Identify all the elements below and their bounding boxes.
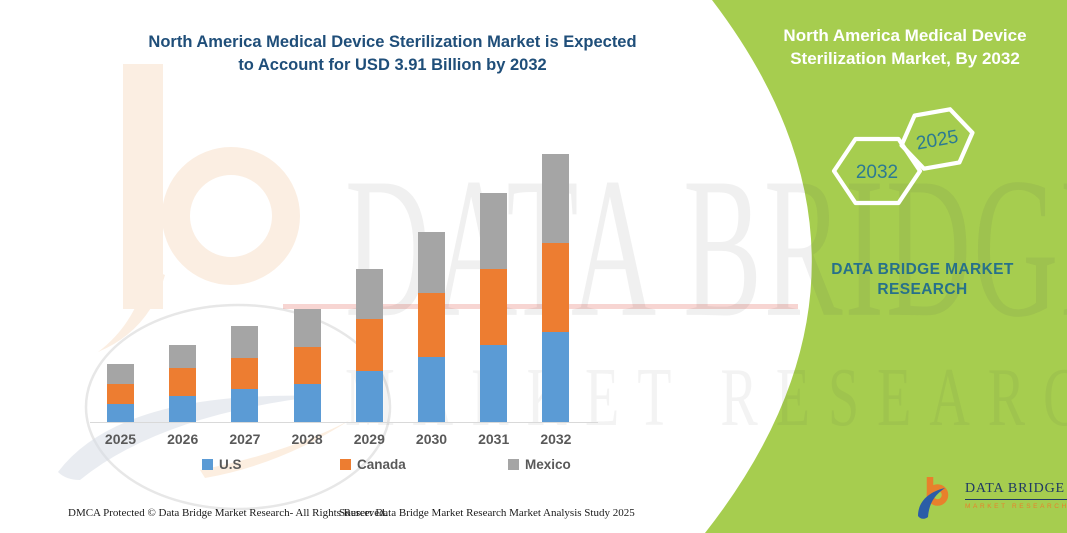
hexagon-2032-icon: 2032 — [831, 136, 923, 206]
panel-brand-line2: RESEARCH — [877, 281, 968, 298]
bar-segment-canada-2032 — [542, 243, 570, 333]
bar-segment-mexico-2027 — [231, 326, 259, 359]
bar-segment-us-2028 — [293, 384, 321, 422]
chart-title: North America Medical Device Sterilizati… — [85, 31, 700, 77]
bar-segment-us-2027 — [231, 389, 259, 422]
hexagon-back-year: 2032 — [856, 162, 898, 183]
legend-swatch-icon — [202, 459, 213, 470]
legend-swatch-icon — [508, 459, 519, 470]
x-axis-label-2031: 2031 — [478, 431, 510, 447]
green-panel-shape — [705, 0, 1067, 533]
legend-label: Canada — [357, 457, 406, 472]
hexagon-front-year: 2025 — [915, 126, 960, 154]
plot-area — [107, 154, 570, 422]
bar-segment-canada-2031 — [480, 268, 508, 346]
x-axis-label-2028: 2028 — [291, 431, 323, 447]
bar-segment-us-2031 — [480, 345, 508, 422]
data-bridge-logo-icon — [918, 477, 949, 519]
dmca-notice: DMCA Protected © Data Bridge Market Rese… — [68, 507, 388, 519]
source-note: Source: Data Bridge Market Research Mark… — [339, 507, 635, 519]
x-axis-line — [90, 422, 598, 423]
bar-segment-us-2025 — [107, 404, 134, 422]
bar-segment-us-2026 — [169, 395, 197, 422]
bar-segment-mexico-2032 — [542, 154, 570, 244]
x-axis-label-2030: 2030 — [415, 431, 448, 447]
legend-swatch-icon — [340, 459, 351, 470]
bar-segment-us-2032 — [542, 332, 570, 422]
legend-item-us: U.S — [202, 457, 242, 472]
chart-title-line1: North America Medical Device Sterilizati… — [148, 33, 637, 51]
bar-segment-canada-2026 — [169, 367, 197, 396]
watermark-underline — [283, 304, 798, 309]
bar-segment-mexico-2030 — [418, 231, 445, 294]
bar-segment-canada-2028 — [293, 346, 321, 385]
legend-item-mexico: Mexico — [508, 457, 571, 472]
bar-segment-canada-2025 — [107, 384, 134, 405]
bar-segment-canada-2027 — [231, 358, 259, 390]
logo-tagline: MARKET RESEARCH — [965, 503, 1067, 510]
bar-segment-us-2029 — [355, 371, 383, 422]
chart-title-line2: to Account for USD 3.91 Billion by 2032 — [238, 56, 547, 74]
legend-label: Mexico — [525, 457, 571, 472]
bar-segment-mexico-2025 — [107, 364, 134, 385]
bar-segment-mexico-2029 — [355, 268, 383, 320]
panel-brand-name: DATA BRIDGE MARKET RESEARCH — [790, 260, 1055, 300]
bar-segment-mexico-2031 — [480, 192, 508, 269]
x-axis-label-2032: 2032 — [540, 431, 572, 447]
x-axis-label-2025: 2025 — [104, 431, 137, 447]
bar-segment-canada-2030 — [418, 293, 445, 357]
panel-brand-line1: DATA BRIDGE MARKET — [831, 261, 1014, 278]
x-axis-label-2029: 2029 — [353, 431, 385, 447]
legend-label: U.S — [219, 457, 242, 472]
company-logo: DATA BRIDGE MARKET RESEARCH — [916, 474, 1067, 526]
bar-segment-mexico-2028 — [293, 308, 321, 347]
bar-segment-mexico-2026 — [169, 344, 197, 368]
logo-wordmark: DATA BRIDGE — [965, 481, 1067, 500]
x-axis-label-2026: 2026 — [167, 431, 199, 447]
hexagon-2025-icon: 2025 — [899, 107, 975, 171]
bar-segment-us-2030 — [418, 356, 445, 422]
legend-item-canada: Canada — [340, 457, 406, 472]
bar-segment-canada-2029 — [355, 319, 383, 372]
panel-title: North America Medical Device Sterilizati… — [775, 24, 1035, 70]
panel-title-line1: North America Medical Device — [783, 26, 1027, 45]
panel-title-line2: Sterilization Market, By 2032 — [790, 49, 1020, 68]
year-hexagons: 2032 2025 — [831, 107, 975, 206]
x-axis-label-2027: 2027 — [229, 431, 261, 447]
